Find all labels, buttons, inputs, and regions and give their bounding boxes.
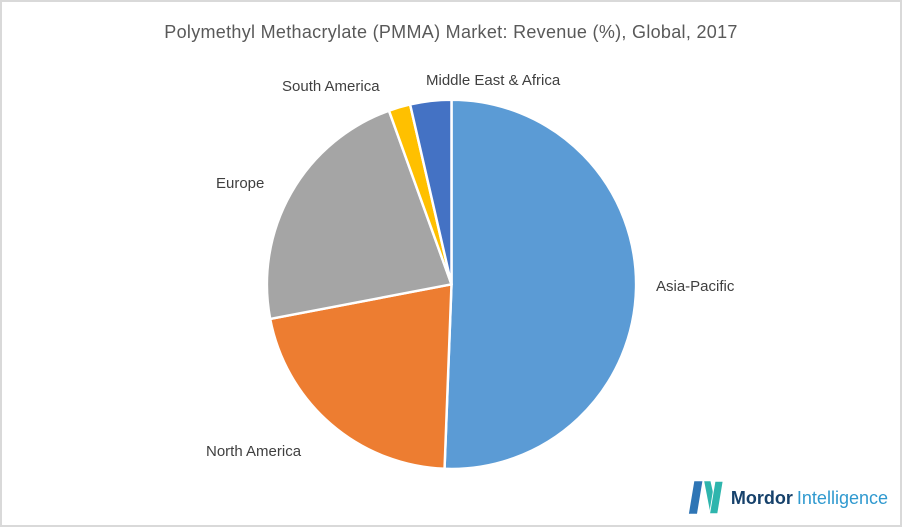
slice-label-asia-pacific: Asia-Pacific xyxy=(656,278,735,295)
slice-label-middle-east-africa: Middle East & Africa xyxy=(426,72,561,89)
brand-logo: Mordor Intelligence xyxy=(688,479,888,516)
brand-name-bold: Mordor xyxy=(730,487,793,508)
pie-slice-middle-east-africa xyxy=(408,98,453,286)
mordor-m-icon xyxy=(688,480,724,515)
slice-label-north-america: North America xyxy=(206,443,302,460)
slice-label-europe: Europe xyxy=(216,175,265,192)
chart-title: Polymethyl Methacrylate (PMMA) Market: R… xyxy=(164,22,738,42)
pie-slice-europe xyxy=(265,109,453,321)
slice-label-south-america: South America xyxy=(282,78,380,95)
pie-slice-north-america xyxy=(268,283,453,471)
brand-text: Mordor Intelligence xyxy=(731,489,888,507)
brand-name-light: Intelligence xyxy=(796,487,888,508)
pie-slice-asia-pacific xyxy=(443,98,638,471)
